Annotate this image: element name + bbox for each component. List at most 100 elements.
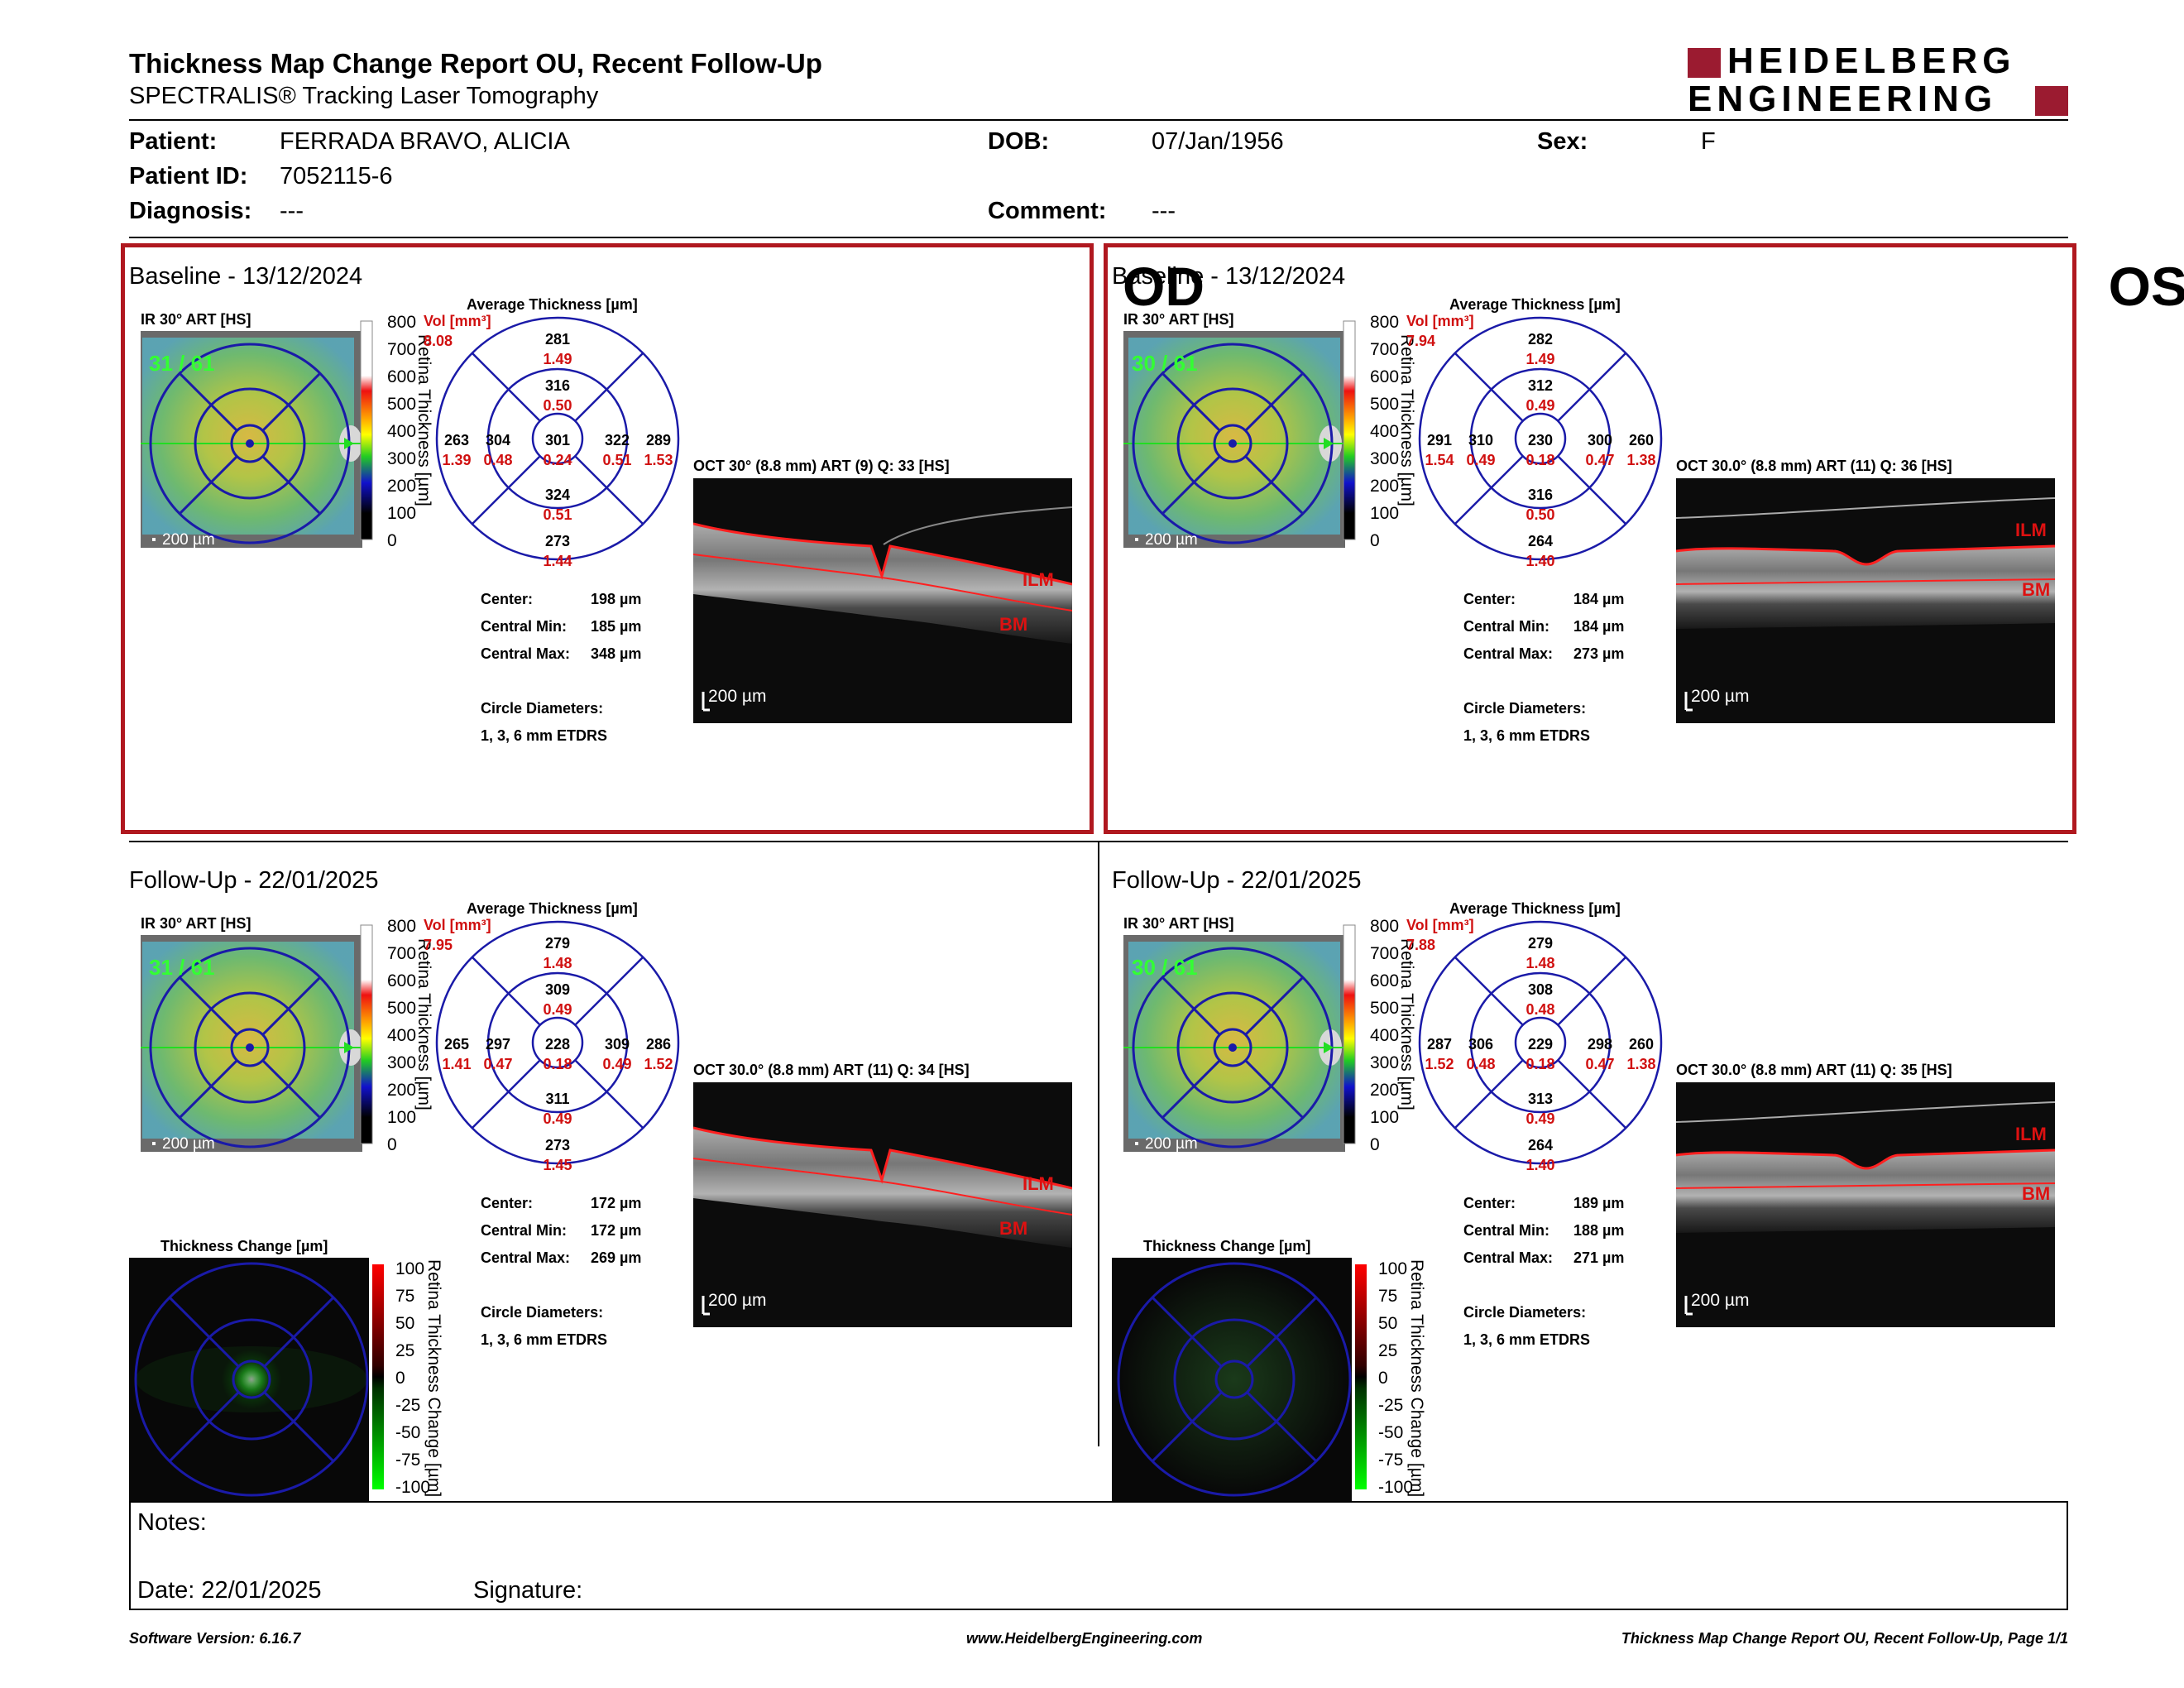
sector-thickness-outer-inf: 264 [1528, 1137, 1553, 1153]
stat-value-cmax: 348 µm [591, 645, 642, 662]
ir-label: IR 30° ART [HS] [1123, 915, 1234, 932]
scale-tick: 700 [1370, 944, 1399, 963]
scale-tick: 500 [387, 999, 416, 1018]
section-title: Follow-Up - 22/01/2025 [129, 867, 379, 894]
oct-bscan-image[interactable]: ILM BM 200 µm [693, 1082, 1072, 1327]
scale-tick: 700 [1370, 340, 1399, 359]
etdrs-grid: Vol [mm³] 7.94 282 1.49 312 0.49 230 0.18 316 0.5… [1406, 313, 1663, 569]
sector-volume-inner-inf: 0.51 [543, 506, 572, 523]
thickness-scale-bar: 800 700 600 500 400 300 200 100 0 Retina Thicknes… [360, 917, 433, 1162]
ir-scale-label: 200 µm [162, 531, 215, 548]
sector-thickness-inner-sup: 316 [545, 377, 570, 394]
sector-volume-outer-left: 1.52 [1425, 1056, 1454, 1072]
sector-volume-outer-sup: 1.48 [1525, 955, 1554, 971]
scale-tick: 700 [387, 340, 416, 359]
circle-diam-label: Circle Diameters: [1463, 1304, 1587, 1321]
sector-thickness-outer-inf: 273 [545, 1137, 570, 1153]
change-scale-tick: 50 [1378, 1314, 1397, 1333]
oct-bscan-image[interactable]: ILM BM 200 µm [1676, 1082, 2055, 1327]
od-baseline-frame [121, 243, 1094, 834]
scale-tick: 100 [1370, 1108, 1399, 1127]
sector-volume-outer-right: 1.38 [1626, 452, 1655, 468]
bm-label: BM [999, 1218, 1027, 1239]
stat-value-cmin: 172 µm [591, 1222, 642, 1239]
sector-volume-inner-sup: 0.50 [543, 397, 572, 414]
sector-volume-inner-left: 0.48 [483, 452, 512, 468]
scale-tick: 400 [387, 1026, 416, 1045]
sector-volume-inner-right: 0.47 [1585, 1056, 1614, 1072]
patient-rule [129, 237, 2068, 238]
followup-divider [1098, 842, 1099, 1446]
os-baseline-frame [1104, 243, 2076, 834]
patient-label: Patient: [129, 128, 218, 155]
sector-volume-outer-left: 1.41 [442, 1056, 471, 1072]
ir-fundus-image[interactable]: 31 / 61 200 µm [141, 331, 362, 548]
stat-label-cmax: Central Max: [1463, 645, 1554, 662]
ir-frame-counter: 30 / 61 [1132, 955, 1198, 980]
etdrs-grid: Vol [mm³] 8.08 281 1.49 316 0.50 301 0.24 324 0.5… [424, 313, 680, 569]
thickness-change-map[interactable]: 100 75 50 25 0 -25 -50 -75 -100 Retina Thickness … [1112, 1258, 1426, 1501]
os-base-panel: Baseline - 13/12/2024 OS IR 30° ART [HS] 30… [1112, 256, 2184, 859]
sector-thickness-outer-left: 265 [444, 1036, 469, 1053]
ilm-label: ILM [1023, 569, 1054, 590]
od-fu-panel: Follow-Up - 22/01/2025 IR 30° ART [HS] 31 … [129, 867, 1221, 1501]
vol-total: 7.95 [424, 937, 453, 953]
ir-label: IR 30° ART [HS] [141, 915, 251, 932]
change-scale-tick: -50 [395, 1423, 420, 1442]
sector-volume-outer-inf: 1.45 [543, 1157, 572, 1173]
stat-value-center: 189 µm [1573, 1195, 1625, 1211]
ir-fundus-image[interactable]: 30 / 61 200 µm [1123, 331, 1345, 548]
oct-scale-label: 200 µm [1691, 687, 1749, 706]
patient-id-label: Patient ID: [129, 163, 248, 189]
change-scale-tick: -100 [1378, 1478, 1413, 1497]
change-scale-tick: 25 [1378, 1341, 1397, 1360]
sex-label: Sex: [1537, 128, 1588, 155]
scale-tick: 0 [1370, 1135, 1380, 1154]
sector-thickness-outer-sup: 279 [545, 935, 570, 952]
sector-volume-inner-right: 0.51 [602, 452, 631, 468]
sector-volume-center: 0.18 [1525, 1056, 1554, 1072]
stat-label-cmin: Central Min: [481, 1222, 568, 1239]
scale-tick: 700 [387, 944, 416, 963]
thickness-change-map[interactable]: 100 75 50 25 0 -25 -50 -75 -100 Retina Thickness … [129, 1258, 443, 1501]
vol-total: 7.94 [1406, 333, 1435, 349]
sector-thickness-center: 301 [545, 432, 570, 448]
sector-volume-outer-sup: 1.48 [543, 955, 572, 971]
ir-frame-counter: 31 / 61 [149, 351, 215, 376]
change-scale-tick: 0 [1378, 1369, 1388, 1388]
report-title: Thickness Map Change Report OU, Recent F… [129, 48, 822, 79]
ir-scale-label: 200 µm [1145, 531, 1198, 548]
ir-fundus-image[interactable]: 31 / 61 200 µm [141, 935, 362, 1152]
sector-volume-inner-left: 0.49 [1466, 452, 1495, 468]
followup-rule [129, 841, 2068, 842]
eye-label: OS [2108, 256, 2184, 317]
notes-box[interactable]: Notes: Date: 22/01/2025 Signature: [129, 1501, 2068, 1610]
etdrs-grid: Vol [mm³] 7.95 279 1.48 309 0.49 228 0.18 311 0.4… [424, 917, 680, 1173]
eye-label: OD [1123, 256, 1205, 317]
heidelberg-logo: HEIDELBERG ENGINEERING [1688, 41, 2068, 119]
sector-thickness-outer-right: 286 [646, 1036, 671, 1053]
scale-tick: 0 [387, 531, 397, 550]
oct-label: OCT 30.0° (8.8 mm) ART (11) Q: 35 [HS] [1676, 1062, 1952, 1078]
vol-label: Vol [mm³] [1406, 917, 1474, 933]
sector-thickness-outer-left: 287 [1427, 1036, 1452, 1053]
change-scale-bar: 100 75 50 25 0 -25 -50 -75 -100 Retina Thickness … [1355, 1258, 1463, 1501]
sector-thickness-inner-left: 306 [1468, 1036, 1493, 1053]
ir-fundus-image[interactable]: 30 / 61 200 µm [1123, 935, 1345, 1152]
page-info: Thickness Map Change Report OU, Recent F… [1621, 1630, 2068, 1647]
sector-thickness-inner-right: 298 [1588, 1036, 1612, 1053]
comment-label: Comment: [988, 198, 1107, 224]
change-scale-bar: 100 75 50 25 0 -25 -50 -75 -100 Retina Thickness … [372, 1258, 480, 1501]
website-link[interactable]: www.HeidelbergEngineering.com [966, 1630, 1203, 1647]
sector-volume-outer-sup: 1.49 [1525, 351, 1554, 367]
change-scale-tick: -75 [395, 1451, 420, 1470]
scale-tick: 400 [387, 422, 416, 441]
vol-label: Vol [mm³] [424, 313, 491, 329]
oct-bscan-image[interactable]: ILM BM 200 µm [1676, 478, 2055, 723]
stat-value-cmin: 185 µm [591, 618, 642, 635]
report-subtitle: SPECTRALIS® Tracking Laser Tomography [129, 83, 599, 109]
oct-scale-label: 200 µm [708, 687, 766, 706]
oct-bscan-image[interactable]: ILM BM 200 µm [693, 478, 1072, 723]
diagnosis-value: --- [280, 198, 304, 224]
scale-tick: 500 [387, 395, 416, 414]
